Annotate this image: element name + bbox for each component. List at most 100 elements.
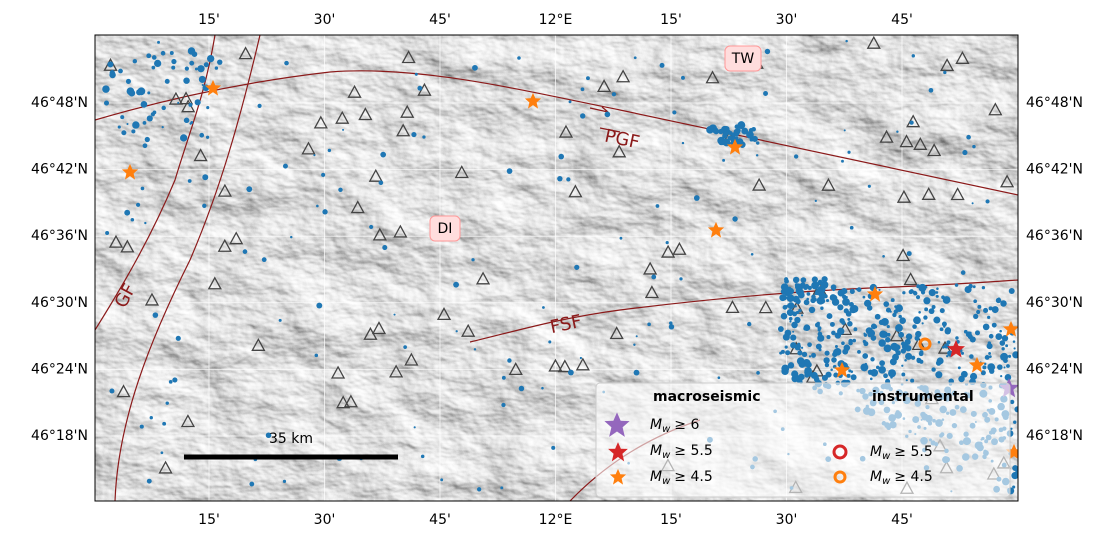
- event: [831, 357, 837, 363]
- event: [857, 287, 862, 292]
- lon-tick-label: 45': [429, 12, 451, 28]
- event: [162, 126, 164, 128]
- event: [870, 357, 874, 361]
- event: [972, 202, 974, 204]
- event: [851, 374, 857, 380]
- event: [936, 361, 941, 366]
- event: [942, 346, 945, 349]
- legend-label: Mw≥ 4.5: [870, 469, 933, 487]
- event: [940, 308, 945, 313]
- event: [633, 344, 635, 346]
- event: [1000, 375, 1002, 377]
- event: [802, 352, 807, 357]
- event: [474, 348, 476, 350]
- event: [865, 363, 867, 365]
- event: [883, 301, 889, 307]
- event: [501, 403, 505, 407]
- event: [369, 225, 373, 229]
- event: [964, 330, 968, 334]
- event: [943, 296, 951, 304]
- event: [176, 336, 181, 341]
- event: [183, 77, 189, 83]
- event: [943, 325, 945, 327]
- event: [189, 122, 191, 124]
- event: [820, 307, 823, 310]
- event: [249, 482, 254, 487]
- event: [825, 363, 829, 367]
- event: [985, 199, 989, 203]
- event: [878, 366, 886, 374]
- event: [502, 376, 506, 380]
- event: [830, 369, 833, 372]
- event: [124, 210, 130, 216]
- event: [415, 73, 418, 76]
- event: [195, 99, 201, 105]
- event: [1013, 421, 1016, 424]
- lon-tick-label: 45': [429, 512, 451, 528]
- event: [118, 69, 123, 74]
- event: [901, 342, 905, 346]
- event: [807, 342, 812, 347]
- event: [161, 51, 166, 56]
- event: [812, 276, 818, 282]
- event: [907, 251, 912, 256]
- event: [172, 377, 177, 382]
- event: [946, 355, 948, 357]
- event: [906, 333, 912, 339]
- event: [195, 68, 198, 71]
- event: [961, 371, 968, 378]
- event: [995, 333, 1002, 340]
- legend: macroseismic instrumental Mw≥ 6Mw≥ 5.5Mw…: [596, 383, 1010, 497]
- region-label: DI: [438, 221, 453, 237]
- event: [393, 314, 395, 316]
- event: [161, 106, 165, 110]
- event: [806, 298, 809, 301]
- event: [822, 375, 828, 381]
- event: [815, 292, 819, 296]
- event: [844, 129, 846, 131]
- event: [830, 322, 835, 327]
- event: [976, 310, 980, 314]
- event: [842, 298, 850, 306]
- event: [161, 451, 164, 454]
- event: [787, 309, 794, 316]
- event: [519, 386, 525, 392]
- event: [851, 305, 859, 313]
- event: [153, 312, 159, 318]
- event: [938, 341, 941, 344]
- lon-tick-label: 12°E: [539, 12, 573, 28]
- event: [782, 368, 786, 372]
- event: [199, 133, 204, 138]
- event: [822, 277, 826, 281]
- event: [199, 76, 206, 83]
- event: [875, 314, 881, 320]
- event: [283, 480, 286, 483]
- event: [215, 66, 218, 69]
- event: [131, 218, 135, 222]
- event: [901, 373, 905, 377]
- event: [126, 79, 131, 84]
- lat-tick-label: 46°36'N: [31, 228, 88, 244]
- event: [171, 66, 175, 70]
- event: [647, 323, 651, 327]
- event: [706, 126, 714, 134]
- event: [542, 306, 545, 309]
- lat-tick-label: 46°30'N: [1026, 295, 1083, 311]
- event: [752, 136, 758, 142]
- event: [1014, 347, 1016, 349]
- event: [580, 113, 585, 118]
- event: [144, 222, 146, 224]
- event: [141, 187, 145, 191]
- event: [197, 65, 204, 72]
- event: [811, 295, 816, 300]
- lat-tick-label: 46°42'N: [1026, 162, 1083, 178]
- event: [243, 249, 248, 254]
- event: [798, 309, 802, 313]
- event: [847, 151, 850, 154]
- event: [804, 300, 810, 306]
- legend-text: ≥ 4.5: [674, 469, 712, 485]
- event: [722, 139, 727, 144]
- event: [878, 339, 886, 347]
- event: [477, 487, 481, 491]
- event: [316, 205, 319, 208]
